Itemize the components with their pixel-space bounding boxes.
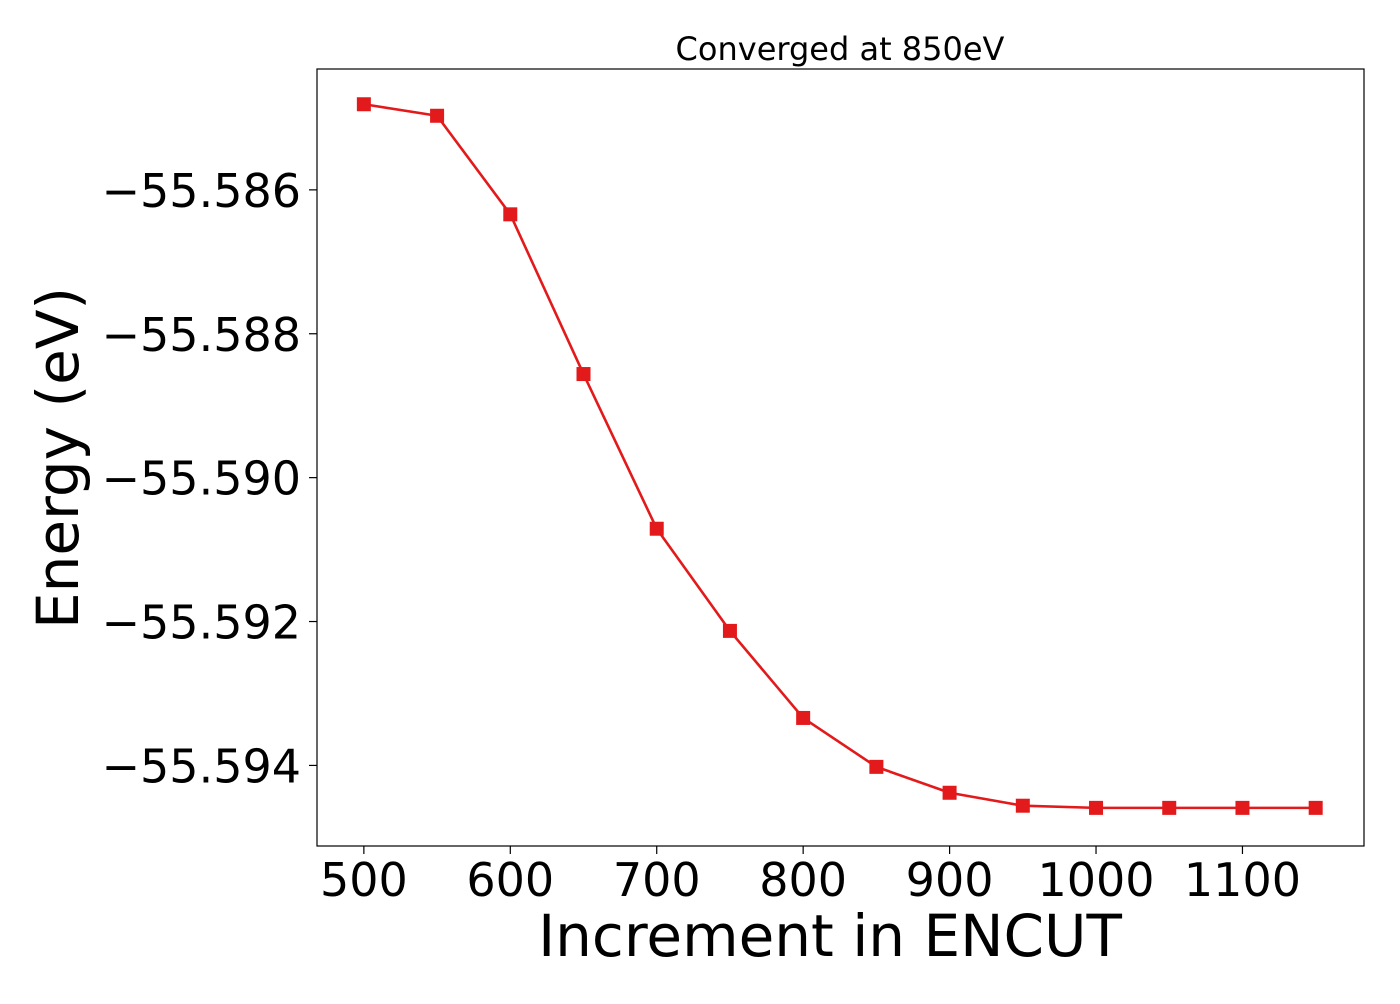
series-line bbox=[363, 102, 1316, 810]
data-point bbox=[356, 97, 371, 112]
chart-title: Converged at 850eV bbox=[676, 30, 1005, 68]
data-point bbox=[796, 710, 811, 725]
data-point bbox=[503, 207, 518, 222]
data-point bbox=[649, 521, 664, 536]
data-point bbox=[430, 108, 445, 123]
x-tick-label: 800 bbox=[759, 853, 847, 907]
x-tick-label: 700 bbox=[613, 853, 701, 907]
x-tick-label: 1000 bbox=[1037, 853, 1154, 907]
y-tick-label: −55.592 bbox=[102, 596, 302, 650]
data-point bbox=[576, 367, 591, 382]
plot-area-frame bbox=[316, 68, 1365, 847]
x-axis-ticks: 500 600 700 800 900 1000 1100 bbox=[320, 846, 1301, 907]
data-point bbox=[1235, 800, 1250, 815]
data-point bbox=[869, 759, 884, 774]
x-tick-label: 600 bbox=[466, 853, 554, 907]
data-point bbox=[1308, 800, 1323, 815]
y-axis-ticks: −55.586 −55.588 −55.590 −55.592 −55.594 bbox=[102, 164, 317, 793]
y-tick-label: −55.594 bbox=[102, 739, 302, 793]
data-point bbox=[942, 785, 957, 800]
data-point bbox=[1089, 800, 1104, 815]
x-tick-label: 1100 bbox=[1184, 853, 1301, 907]
x-tick-label: 900 bbox=[906, 853, 994, 907]
data-point bbox=[722, 623, 737, 638]
y-tick-label: −55.590 bbox=[102, 452, 302, 506]
y-axis-label: Energy (eV) bbox=[24, 287, 92, 629]
x-tick-label: 500 bbox=[320, 853, 408, 907]
data-point bbox=[1162, 800, 1177, 815]
y-tick-label: −55.588 bbox=[102, 308, 302, 362]
series-layer bbox=[356, 97, 1323, 815]
y-tick-label: −55.586 bbox=[102, 164, 302, 218]
data-point bbox=[1015, 798, 1030, 813]
x-axis-label: Increment in ENCUT bbox=[538, 902, 1122, 970]
